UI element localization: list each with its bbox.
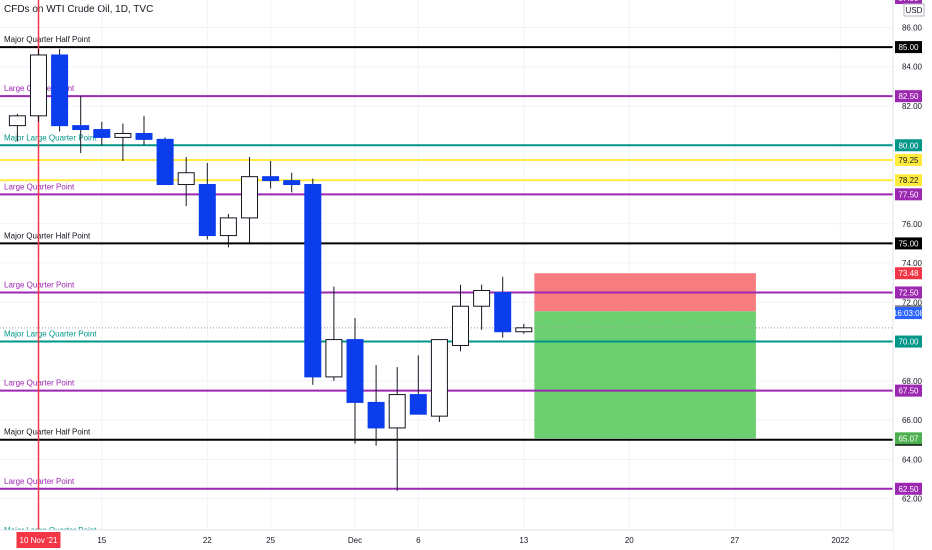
time-tick-label: 27 (730, 536, 739, 545)
level-badge-bg (895, 335, 922, 348)
candle-body (93, 129, 111, 138)
target-badge-bg (895, 432, 922, 445)
price-tick-label: 62.00 (902, 495, 923, 504)
candle-body (388, 394, 406, 429)
level-label: Large Quarter Point (4, 477, 75, 486)
price-tick-label: 74.00 (902, 259, 923, 268)
level-label: Large Quarter Point (4, 379, 75, 388)
candle-body (494, 291, 512, 333)
time-tick-label: 13 (519, 536, 528, 545)
level-badge: 70.00 (898, 338, 919, 347)
level-badge: 62.50 (898, 485, 919, 494)
level-label: Major Large Quarter Point (4, 133, 97, 142)
level-label: Major Large Quarter Point (4, 330, 97, 339)
level-label: Major Quarter Half Point (4, 428, 91, 437)
level-label: Large Quarter Point (4, 182, 75, 191)
level-badge: 80.00 (898, 141, 919, 150)
stop-badge-bg (895, 267, 922, 280)
level-badge-bg (895, 286, 922, 299)
stop-badge: 73.48 (898, 269, 919, 278)
candle-body (473, 290, 491, 307)
candle-body (177, 172, 195, 186)
time-tick-label: 15 (97, 536, 106, 545)
level-badge-bg (895, 153, 922, 166)
candle-body (156, 138, 174, 186)
price-tick-label: 84.00 (902, 63, 923, 72)
candle-body (198, 184, 216, 237)
level-badge-bg (895, 174, 922, 187)
level-label: Major Quarter Half Point (4, 35, 91, 44)
candle-body (409, 394, 427, 415)
level-lines: Major Quarter Half Point Large Quarter Po… (0, 35, 893, 539)
level-badge: 72.50 (898, 288, 919, 297)
time-tick-label: 6 (416, 536, 421, 545)
candle-body (262, 176, 280, 182)
countdown-badge: 16:03:08 (893, 309, 925, 318)
candle-body (452, 305, 469, 346)
chart-title: CFDs on WTI Crude Oil, 1D, TVC (4, 4, 154, 15)
price-tick-label: 68.00 (902, 377, 923, 386)
candles (8, 49, 533, 491)
price-tick-label: 76.00 (902, 220, 923, 229)
level-badge-bg (895, 482, 922, 495)
candle-body (283, 180, 301, 186)
level-badge-bg (895, 188, 922, 201)
level-badge-bg (895, 90, 922, 103)
take-profit-zone (534, 311, 756, 439)
time-tick-label: 2022 (831, 536, 849, 545)
price-axis-ticks: 62.00 64.00 66.00 68.00 72.00 74.00 76.00 82.00… (902, 23, 923, 503)
level-badge-bg (895, 0, 922, 5)
level-label: Major Quarter Half Point (4, 231, 91, 240)
countdown-badge-bg (895, 307, 922, 320)
candle-body (8, 115, 26, 127)
time-tick-label: Dec (348, 536, 362, 545)
level-badge: 77.50 (898, 190, 919, 199)
candle-body (51, 54, 69, 127)
candle-body (72, 125, 90, 131)
time-tick-label: 25 (266, 536, 275, 545)
time-tick-label: 22 (203, 536, 212, 545)
level-badge-bg (895, 384, 922, 397)
candle-body (367, 401, 385, 429)
target-badge: 65.07 (898, 434, 919, 443)
level-badge: 87.50 (898, 0, 919, 3)
candle-body (135, 132, 153, 140)
price-tick-label: 86.00 (902, 23, 923, 32)
level-badge-bg (895, 41, 922, 54)
currency-label: USD (906, 6, 923, 15)
level-badge: 82.50 (898, 92, 919, 101)
candle-body (241, 176, 258, 219)
date-marker-badge-bg (16, 532, 61, 548)
candle-body (304, 184, 322, 378)
price-tick-label: 66.00 (902, 416, 923, 425)
currency-box (903, 3, 925, 17)
grid-lines (0, 0, 893, 530)
candle-body (219, 217, 237, 237)
level-badge-bg (895, 139, 922, 152)
candle-body (515, 327, 533, 333)
price-tick-label: 82.00 (902, 102, 923, 111)
level-badge: 78.22 (898, 176, 919, 185)
candle-body (346, 339, 364, 403)
level-badge: 75.00 (898, 239, 919, 248)
level-label: Large Quarter Point (4, 280, 75, 289)
level-badge-bg (895, 237, 922, 250)
candle-body (30, 54, 47, 117)
date-marker-badge: 10 Nov '21 (20, 536, 59, 545)
price-tick-label: 64.00 (902, 455, 923, 464)
price-tick-label: 72.00 (902, 298, 923, 307)
time-tick-label: 20 (625, 536, 634, 545)
time-axis-ticks: 15 22 25 Dec 6 13 20 27 2022 (97, 536, 849, 545)
candle-body (430, 339, 448, 417)
level-badge: 79.25 (898, 156, 919, 165)
candle-body (325, 339, 343, 378)
level-badge: 85.00 (898, 43, 919, 52)
candle-body (114, 132, 132, 138)
level-badge: 67.50 (898, 387, 919, 396)
time-axis-bg (0, 530, 893, 550)
